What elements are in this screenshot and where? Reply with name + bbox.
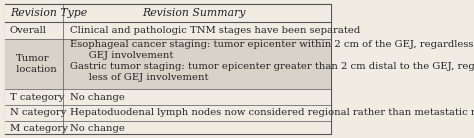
Text: No change: No change <box>70 124 125 133</box>
FancyBboxPatch shape <box>5 4 330 22</box>
Text: Clinical and pathologic TNM stages have been separated: Clinical and pathologic TNM stages have … <box>70 26 360 35</box>
Text: Tumor
  location: Tumor location <box>9 54 56 74</box>
Text: Revision Summary: Revision Summary <box>143 8 246 18</box>
FancyBboxPatch shape <box>5 4 330 134</box>
FancyBboxPatch shape <box>5 89 330 105</box>
FancyBboxPatch shape <box>5 121 330 137</box>
FancyBboxPatch shape <box>5 22 330 39</box>
FancyBboxPatch shape <box>5 105 330 121</box>
Text: Revision Type: Revision Type <box>9 8 87 18</box>
Text: N category: N category <box>9 108 66 117</box>
Text: Overall: Overall <box>9 26 46 35</box>
FancyBboxPatch shape <box>5 39 330 89</box>
Text: Esophageal cancer staging: tumor epicenter within 2 cm of the GEJ, regardless of: Esophageal cancer staging: tumor epicent… <box>70 40 474 82</box>
Text: Hepatoduodenal lymph nodes now considered regional rather than metastatic nodes: Hepatoduodenal lymph nodes now considere… <box>70 108 474 117</box>
Text: No change: No change <box>70 93 125 102</box>
Text: M category: M category <box>9 124 68 133</box>
Text: T category: T category <box>9 93 64 102</box>
